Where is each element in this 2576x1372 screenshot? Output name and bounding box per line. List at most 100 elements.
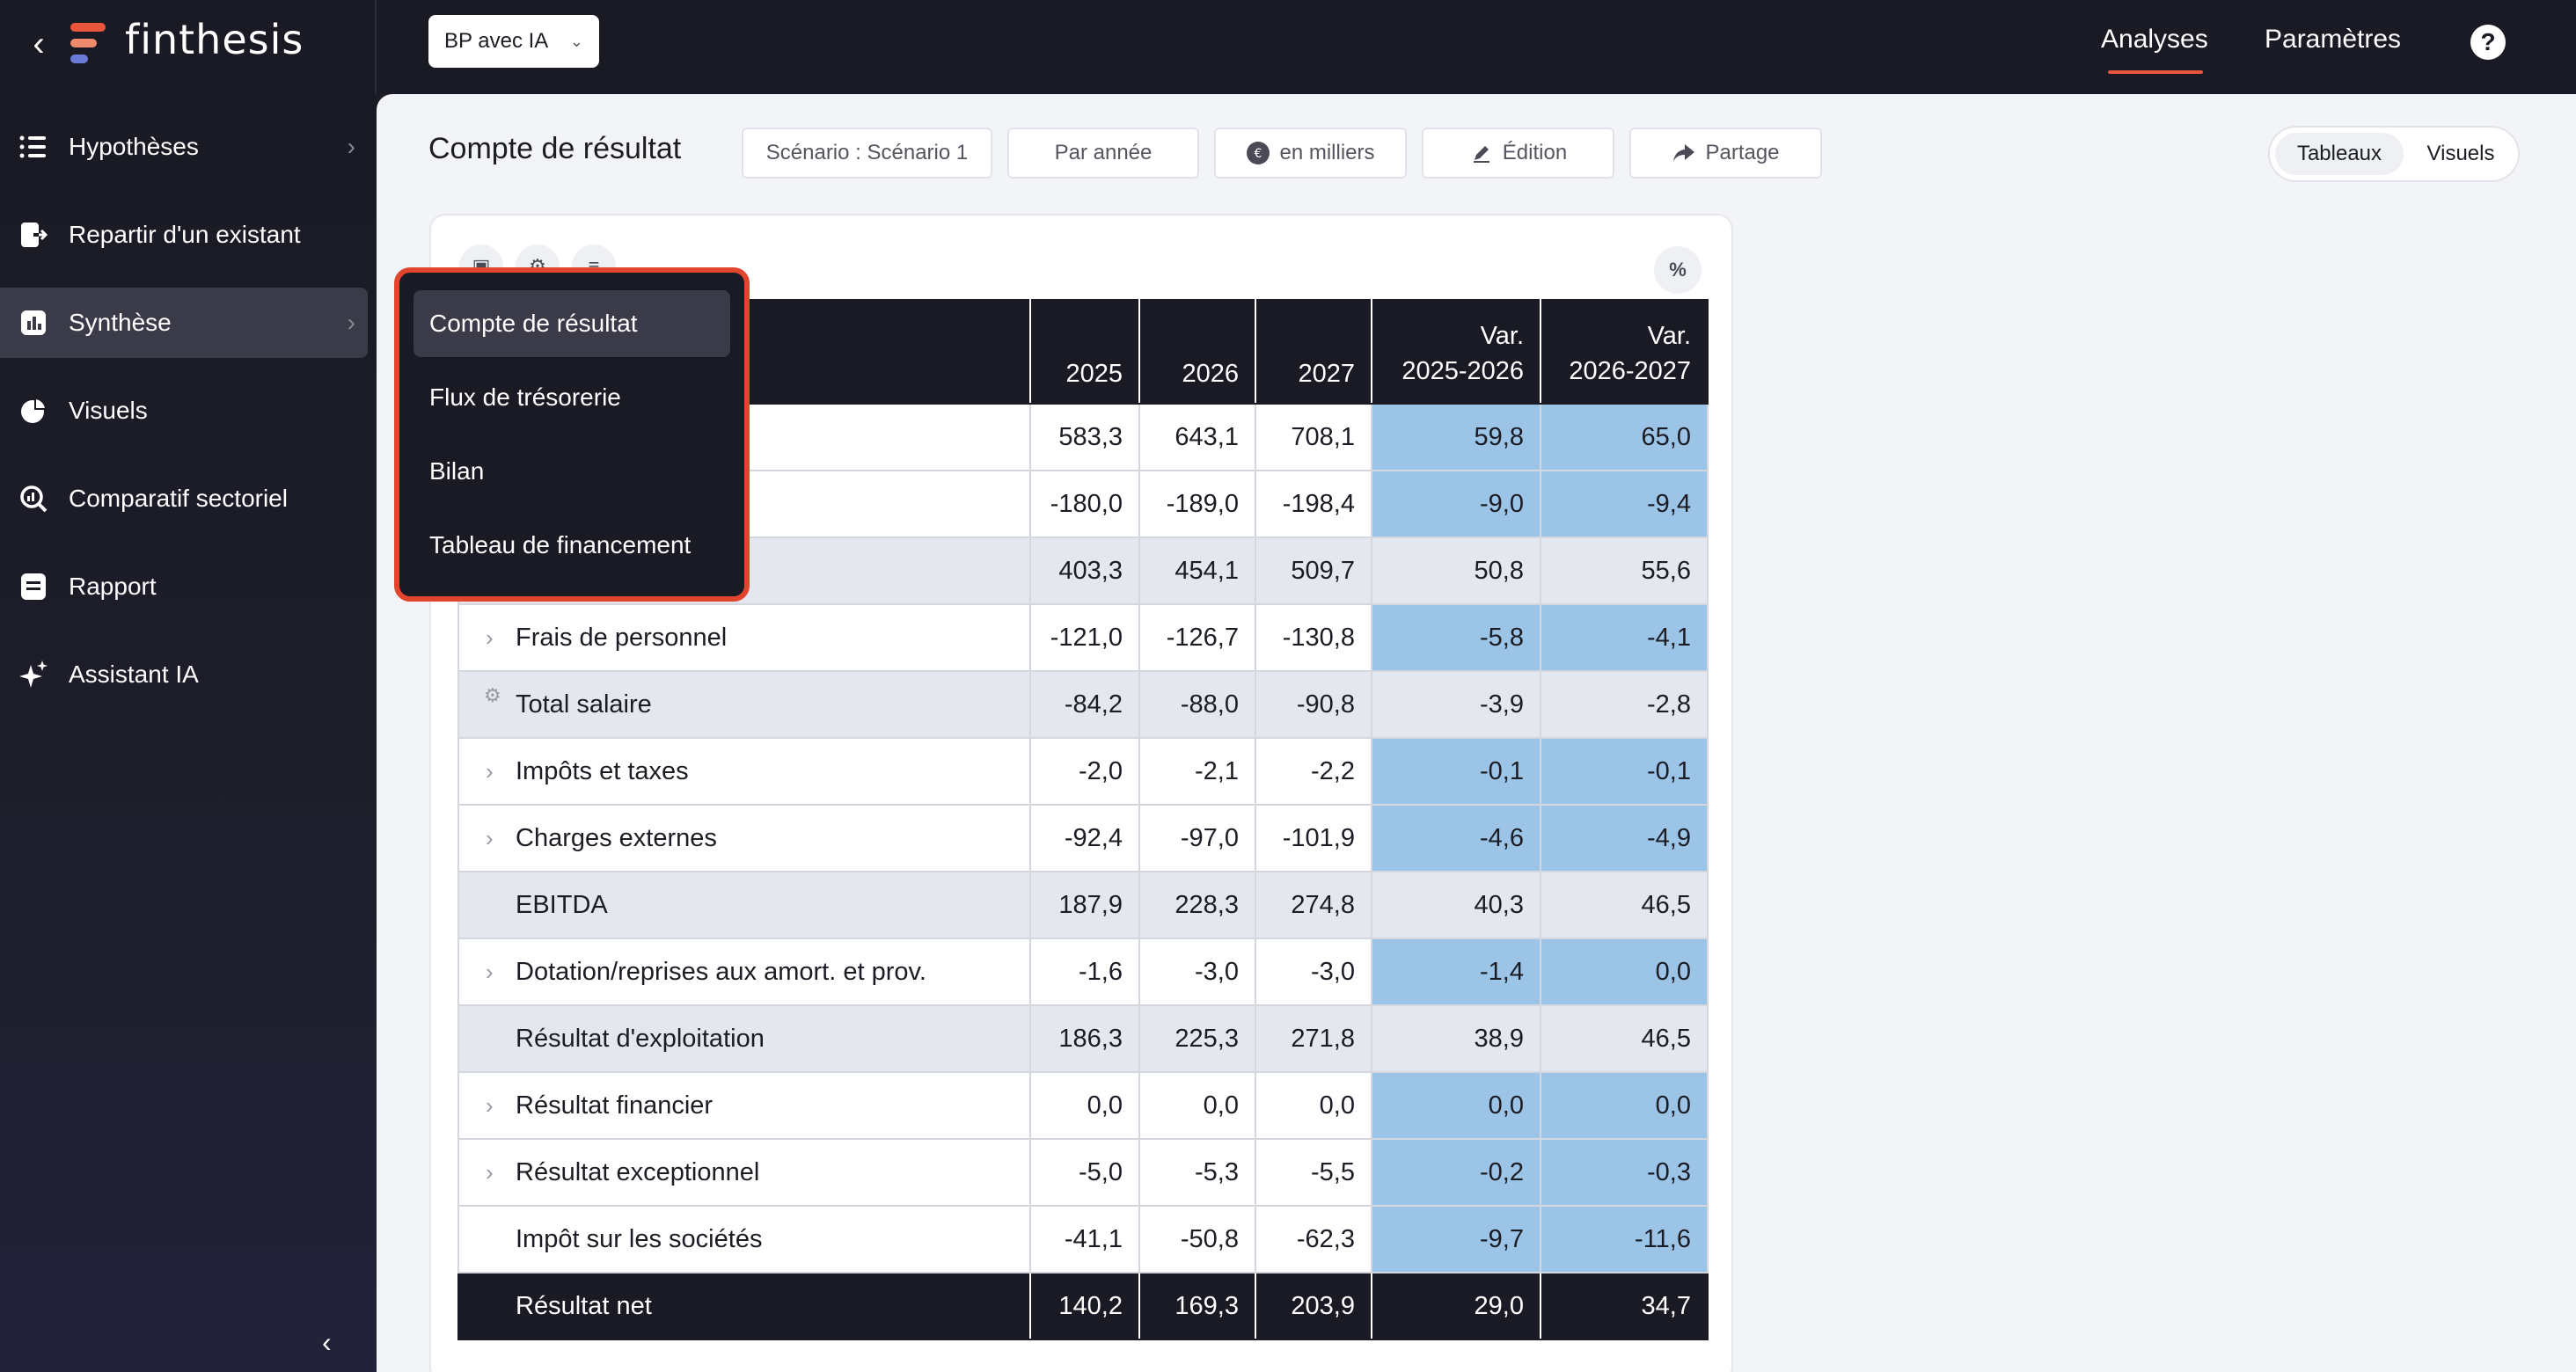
variance-cell: -9,4	[1540, 470, 1709, 538]
variance-cell: 29,0	[1371, 1272, 1541, 1340]
row-label-text: Impôts et taxes	[516, 756, 689, 785]
sidebar-item-repartir[interactable]: Repartir d'un existant	[0, 200, 368, 270]
help-icon[interactable]: ?	[2470, 25, 2506, 60]
table-row[interactable]: › Charges externes -92,4 -97,0 -101,9 -4,…	[457, 804, 1709, 872]
sidebar-item-label: Visuels	[69, 397, 148, 424]
header-var-word: Var.	[1647, 322, 1691, 350]
variance-cell: -4,6	[1371, 804, 1541, 872]
table-row[interactable]: EBITDA 187,9 228,3 274,8 40,3 46,5	[457, 871, 1709, 939]
row-label: Résultat d'exploitation	[457, 1004, 1031, 1073]
logo-icon	[70, 23, 111, 63]
variance-cell: -9,7	[1371, 1205, 1541, 1273]
edit-button[interactable]: Édition	[1422, 128, 1614, 179]
table-header-variance: Var. 2025-2026	[1371, 299, 1541, 405]
row-label-text: Frais de personnel	[516, 623, 728, 652]
cell-value: 708,1	[1255, 403, 1372, 471]
table-row[interactable]: Impôt sur les sociétés -41,1 -50,8 -62,3…	[457, 1205, 1709, 1273]
cell-value: -41,1	[1029, 1205, 1140, 1273]
table-row[interactable]: › Impôts et taxes -2,0 -2,1 -2,2 -0,1 -0,…	[457, 737, 1709, 806]
period-button[interactable]: Par année	[1007, 128, 1199, 179]
unit-label: en milliers	[1279, 141, 1375, 164]
page-title: Compte de résultat	[428, 132, 682, 165]
cell-value: -5,0	[1029, 1138, 1140, 1207]
cell-value: 403,3	[1029, 536, 1140, 605]
cell-value: -92,4	[1029, 804, 1140, 872]
chart-icon	[18, 307, 49, 339]
cell-value: 0,0	[1138, 1071, 1256, 1140]
sidebar-item-label: Rapport	[69, 573, 157, 600]
table-row[interactable]: › Frais de personnel -121,0 -126,7 -130,8…	[457, 603, 1709, 672]
cell-value: -198,4	[1255, 470, 1372, 538]
row-label: › Résultat exceptionnel	[457, 1138, 1031, 1207]
cell-value: -90,8	[1255, 670, 1372, 739]
sidebar-item-hypotheses[interactable]: Hypothèses ›	[0, 112, 368, 182]
menu-item-compte-de-resultat[interactable]: Compte de résultat	[413, 290, 730, 357]
header-var-range: 2026-2027	[1569, 357, 1691, 385]
scenario-button[interactable]: Scénario : Scénario 1	[742, 128, 992, 179]
table-row[interactable]: › Dotation/reprises aux amort. et prov. -…	[457, 938, 1709, 1006]
expand-chevron-icon[interactable]: ›	[486, 758, 494, 785]
cell-value: 186,3	[1029, 1004, 1140, 1073]
cell-value: 274,8	[1255, 871, 1372, 939]
edit-label: Édition	[1502, 141, 1568, 164]
table-row[interactable]: › Résultat exceptionnel -5,0 -5,3 -5,5 -0…	[457, 1138, 1709, 1207]
sidebar-item-synthese[interactable]: Synthèse ›	[0, 288, 368, 358]
table-row[interactable]: Résultat d'exploitation 186,3 225,3 271,…	[457, 1004, 1709, 1073]
chevron-down-icon: ⌄	[569, 32, 583, 50]
row-label-text: Résultat financier	[516, 1091, 714, 1120]
cell-value: -5,5	[1255, 1138, 1372, 1207]
menu-item-bilan[interactable]: Bilan	[429, 457, 485, 485]
menu-item-tableau-de-financement[interactable]: Tableau de financement	[429, 531, 692, 558]
gear-icon[interactable]: ⚙	[484, 684, 501, 706]
document-icon	[18, 571, 49, 602]
table-row[interactable]: ⚙ Total salaire -84,2 -88,0 -90,8 -3,9 -2…	[457, 670, 1709, 739]
percent-toggle[interactable]: %	[1654, 246, 1701, 294]
table-row[interactable]: › Résultat financier 0,0 0,0 0,0 0,0 0,0	[457, 1071, 1709, 1140]
collapse-sidebar-icon[interactable]: ‹	[322, 1326, 332, 1358]
variance-cell: -5,8	[1371, 603, 1541, 672]
view-tables-toggle[interactable]: Tableaux	[2275, 133, 2404, 175]
cell-value: 228,3	[1138, 871, 1256, 939]
expand-chevron-icon[interactable]: ›	[486, 624, 494, 651]
sidebar: Hypothèses › Repartir d'un existant Synt…	[0, 94, 377, 1372]
variance-cell: -4,1	[1540, 603, 1709, 672]
divider	[375, 0, 377, 94]
unit-button[interactable]: € en milliers	[1214, 128, 1407, 179]
table-row-total[interactable]: Résultat net 140,2 169,3 203,9 29,0 34,7	[457, 1272, 1709, 1340]
variance-cell: 0,0	[1540, 1071, 1709, 1140]
expand-chevron-icon[interactable]: ›	[486, 825, 494, 851]
expand-chevron-icon[interactable]: ›	[486, 959, 494, 985]
sidebar-item-label: Repartir d'un existant	[69, 221, 301, 248]
cell-value: 643,1	[1138, 403, 1256, 471]
expand-chevron-icon[interactable]: ›	[486, 1159, 494, 1186]
nav-parametres[interactable]: Paramètres	[2265, 25, 2402, 54]
variance-cell: -0,2	[1371, 1138, 1541, 1207]
variance-cell: 55,6	[1540, 536, 1709, 605]
share-button[interactable]: Partage	[1629, 128, 1822, 179]
row-label: ⚙ Total salaire	[457, 670, 1031, 739]
view-visuals-toggle[interactable]: Visuels	[2426, 142, 2495, 165]
share-label: Partage	[1705, 141, 1780, 164]
project-select[interactable]: BP avec IA ⌄	[428, 15, 599, 68]
nav-analyses[interactable]: Analyses	[2101, 25, 2208, 54]
variance-cell: 34,7	[1540, 1272, 1709, 1340]
table-header-year: 2025	[1029, 299, 1140, 405]
cell-value: 203,9	[1255, 1272, 1372, 1340]
menu-item-flux-de-tresorerie[interactable]: Flux de trésorerie	[429, 383, 621, 411]
expand-chevron-icon[interactable]: ›	[486, 1092, 494, 1119]
row-label: › Charges externes	[457, 804, 1031, 872]
cell-value: -2,0	[1029, 737, 1140, 806]
sidebar-item-assistant[interactable]: Assistant IA	[0, 639, 368, 710]
view-toggle: Tableaux Visuels	[2268, 126, 2520, 182]
row-label: Impôt sur les sociétés	[457, 1205, 1031, 1273]
sidebar-item-label: Synthèse	[69, 309, 172, 336]
cell-value: -2,2	[1255, 737, 1372, 806]
sidebar-item-comparatif[interactable]: Comparatif sectoriel	[0, 463, 368, 534]
table-header-variance: Var. 2026-2027	[1540, 299, 1709, 405]
svg-text:€: €	[1255, 147, 1262, 161]
sidebar-item-visuels[interactable]: Visuels	[0, 376, 368, 446]
variance-cell: -9,0	[1371, 470, 1541, 538]
row-label-text: Dotation/reprises aux amort. et prov.	[516, 957, 926, 986]
back-arrow-icon[interactable]: ‹	[33, 25, 45, 63]
sidebar-item-rapport[interactable]: Rapport	[0, 551, 368, 622]
